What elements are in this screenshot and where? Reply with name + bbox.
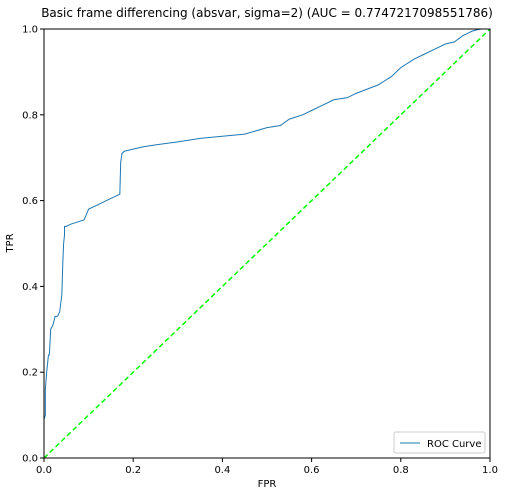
x-tick-label: 0.0 bbox=[36, 465, 52, 476]
y-axis-label: TPR bbox=[5, 233, 16, 253]
x-tick-label: 0.4 bbox=[214, 465, 230, 476]
y-tick-label: 0.8 bbox=[22, 110, 38, 121]
x-tick-label: 0.8 bbox=[393, 465, 409, 476]
y-tick-label: 0.6 bbox=[22, 196, 38, 207]
x-tick-label: 1.0 bbox=[482, 465, 498, 476]
y-tick-label: 0.2 bbox=[22, 368, 38, 379]
y-tick-label: 0.4 bbox=[22, 282, 38, 293]
y-tick-label: 0.0 bbox=[22, 454, 38, 465]
legend-label-roc: ROC Curve bbox=[427, 439, 481, 450]
y-axis: 0.0 0.2 0.4 0.6 0.8 1.0 bbox=[22, 25, 44, 465]
legend: ROC Curve bbox=[393, 431, 486, 454]
x-tick-label: 0.6 bbox=[304, 465, 320, 476]
x-axis: 0.0 0.2 0.4 0.6 0.8 1.0 bbox=[36, 458, 498, 476]
x-tick-label: 0.2 bbox=[125, 465, 141, 476]
chance-line bbox=[43, 28, 491, 459]
x-axis-label: FPR bbox=[258, 479, 277, 490]
axes-frame bbox=[43, 28, 491, 459]
roc-curve-line bbox=[43, 28, 490, 458]
plot-area bbox=[43, 28, 491, 459]
chart-title: Basic frame differencing (absvar, sigma=… bbox=[41, 6, 493, 20]
y-tick-label: 1.0 bbox=[22, 25, 38, 36]
legend-box bbox=[393, 431, 486, 454]
